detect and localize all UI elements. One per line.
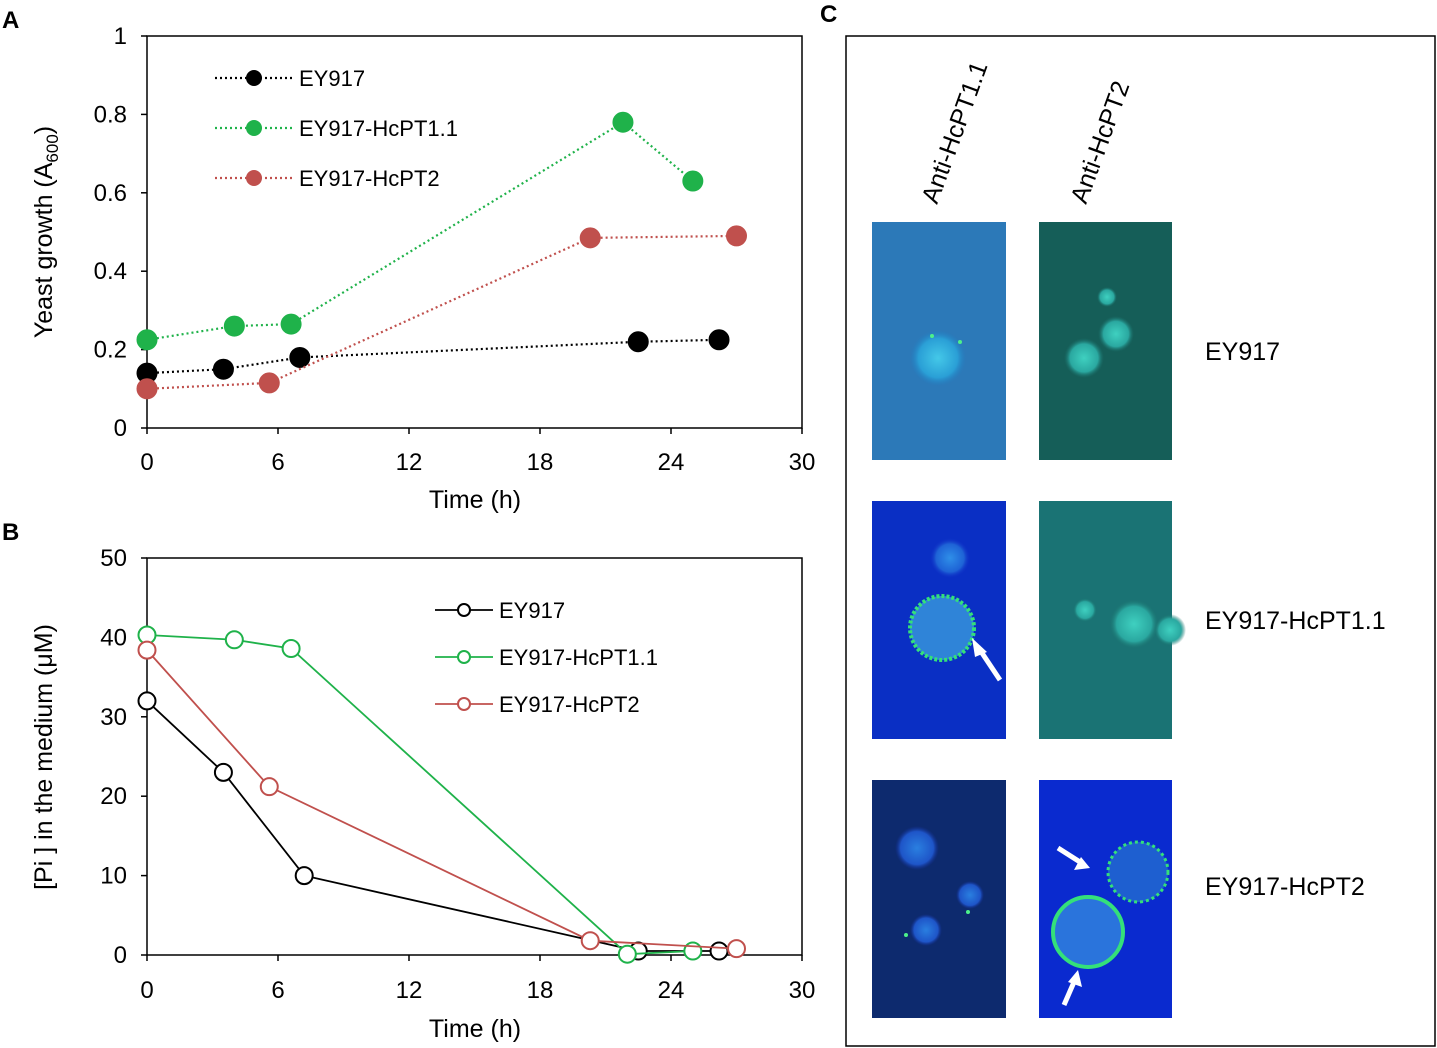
x-tick-label: 24 <box>658 449 685 476</box>
data-point-ey917 <box>709 941 729 961</box>
legend-label-ey917-hcpt2: EY917-HcPT2 <box>299 166 440 191</box>
panel-c-letter: C <box>820 1 837 28</box>
panel-a-letter: A <box>2 7 19 34</box>
x-tick-label: 18 <box>527 449 554 476</box>
data-point-ey917-hcpt1-1 <box>224 630 244 650</box>
x-tick-label: 30 <box>789 977 816 1004</box>
x-tick-label: 12 <box>396 977 423 1004</box>
panel-c: C Anti-HcPT1.1 Anti-HcPT2 EY917 EY917-Hc… <box>820 1 1436 1047</box>
micrograph-ey917-hcpt1-1-anti-hcpt1-1 <box>872 501 1006 739</box>
y-tick-label: 1 <box>114 23 127 50</box>
arrow-indicator <box>1061 981 1077 1006</box>
data-point-ey917-hcpt1-1 <box>223 315 245 337</box>
legend-marker-ey917-hcpt2 <box>457 697 471 711</box>
row-label-ey917: EY917 <box>1205 338 1280 366</box>
y-tick-label: 30 <box>100 704 127 731</box>
x-tick-label: 12 <box>396 449 423 476</box>
micrograph-ey917-anti-hcpt2 <box>1039 222 1172 460</box>
legend-label-ey917-hcpt1-1: EY917-HcPT1.1 <box>499 645 658 670</box>
legend-label-ey917-hcpt2: EY917-HcPT2 <box>499 692 640 717</box>
data-point-ey917-hcpt2 <box>136 378 158 400</box>
y-tick-label: 0.8 <box>94 101 127 128</box>
data-point-ey917-hcpt2 <box>258 372 280 394</box>
series-line-ey917-hcpt2 <box>146 234 737 390</box>
x-tick-label: 0 <box>140 977 153 1004</box>
panel-a-xlabel: Time (h) <box>429 486 521 514</box>
data-point-ey917 <box>294 866 314 886</box>
panel-a-plot-frame <box>146 35 803 429</box>
x-tick-label: 18 <box>527 977 554 1004</box>
micrograph-ey917-hcpt1-1-anti-hcpt2 <box>1039 501 1186 739</box>
data-point-ey917-hcpt1-1 <box>617 944 637 964</box>
legend-label-ey917: EY917 <box>499 598 565 623</box>
column-label-anti-hcpt2: Anti-HcPT2 <box>1065 77 1135 207</box>
data-point-ey917 <box>137 691 157 711</box>
data-point-ey917-hcpt2 <box>580 931 600 951</box>
row-label-ey917-hcpt1-1: EY917-HcPT1.1 <box>1205 607 1386 635</box>
y-tick-label: 50 <box>100 545 127 572</box>
data-point-ey917 <box>289 346 311 368</box>
x-tick-label: 30 <box>789 449 816 476</box>
series-line-ey917-hcpt2 <box>146 649 737 950</box>
data-point-ey917-hcpt1-1 <box>281 639 301 659</box>
x-tick-label: 6 <box>271 449 284 476</box>
data-point-ey917-hcpt1-1 <box>682 170 704 192</box>
legend-marker-ey917-hcpt2 <box>246 170 262 186</box>
panel-b-axes: 0 6 12 18 24 30 0 10 20 30 40 50 <box>100 545 815 1004</box>
y-tick-label: 10 <box>100 863 127 890</box>
column-label-anti-hcpt1-1: Anti-HcPT1.1 <box>916 58 993 207</box>
data-point-ey917-hcpt2 <box>726 225 747 247</box>
panel-c-frame <box>845 35 1436 1047</box>
series-line-ey917 <box>146 338 720 375</box>
data-point-ey917-hcpt1-1 <box>136 329 158 351</box>
data-point-ey917-hcpt2 <box>579 227 601 249</box>
legend-marker-ey917-hcpt1-1 <box>246 120 262 136</box>
micrograph-ey917-hcpt2-anti-hcpt2 <box>1039 780 1172 1018</box>
data-point-ey917-hcpt2 <box>259 777 279 797</box>
data-point-ey917-hcpt2 <box>727 939 746 959</box>
row-label-ey917-hcpt2: EY917-HcPT2 <box>1205 873 1365 901</box>
y-tick-label: 0.6 <box>94 180 127 207</box>
legend-marker-ey917 <box>457 603 471 617</box>
micrograph-ey917-anti-hcpt1-1 <box>872 222 1006 460</box>
data-point-ey917-hcpt1-1 <box>612 111 634 133</box>
data-point-ey917 <box>213 762 233 782</box>
y-tick-label: 0.4 <box>94 258 127 285</box>
panel-a-legend: EY917 EY917-HcPT1.1 EY917-HcPT2 <box>215 66 458 191</box>
data-point-ey917-hcpt2 <box>137 640 157 660</box>
panel-b: B 0 6 12 18 24 30 0 10 20 30 40 50 Time (h) [Pi ] i… <box>2 519 815 1043</box>
panel-b-plot-frame <box>146 557 803 956</box>
legend-label-ey917: EY917 <box>299 66 365 91</box>
micrograph-ey917-hcpt2-anti-hcpt1-1 <box>872 780 1006 1018</box>
y-tick-label: 0 <box>114 942 127 969</box>
panel-a-ylabel: Yeast growth (A600) <box>30 126 62 338</box>
x-tick-label: 6 <box>271 977 284 1004</box>
legend-marker-ey917-hcpt1-1 <box>457 650 471 664</box>
panel-b-xlabel: Time (h) <box>429 1015 521 1043</box>
data-point-ey917-hcpt1-1 <box>280 313 302 335</box>
series-line-ey917-hcpt1-1 <box>146 120 694 341</box>
x-tick-label: 24 <box>658 977 685 1004</box>
panel-a-series <box>136 111 747 400</box>
series-line-ey917-hcpt1-1 <box>146 634 693 956</box>
data-point-ey917 <box>708 329 730 351</box>
panel-b-series <box>137 625 746 964</box>
arrow-indicator <box>1056 845 1082 865</box>
panel-a-axes: 0 6 12 18 24 30 0 0.2 0.4 0.6 0.8 1 <box>94 23 816 476</box>
legend-marker-ey917 <box>246 70 262 86</box>
panel-a: A 0 6 12 18 24 30 0 0.2 0.4 0.6 0.8 1 Time (h) Yeas… <box>2 7 815 514</box>
data-point-ey917 <box>212 358 234 380</box>
series-line-ey917 <box>146 700 720 952</box>
legend-label-ey917-hcpt1-1: EY917-HcPT1.1 <box>299 116 458 141</box>
panel-b-ylabel: [Pi ] in the medium (μM) <box>30 624 58 890</box>
y-tick-label: 0 <box>114 415 127 442</box>
panel-b-legend: EY917 EY917-HcPT1.1 EY917-HcPT2 <box>435 598 658 717</box>
y-tick-label: 20 <box>100 783 127 810</box>
panel-b-letter: B <box>2 519 19 546</box>
data-point-ey917 <box>627 331 649 353</box>
x-tick-label: 0 <box>140 449 153 476</box>
y-tick-label: 40 <box>100 624 127 651</box>
y-tick-label: 0.2 <box>94 337 127 364</box>
